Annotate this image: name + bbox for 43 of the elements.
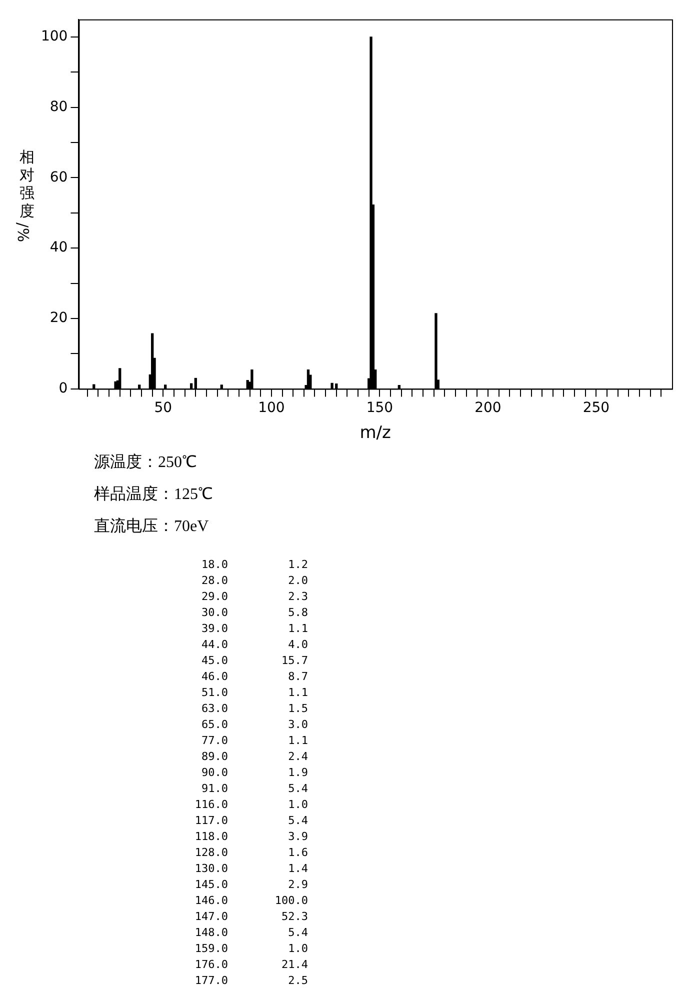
text: 128.0 1.6	[194, 846, 308, 858]
text: 51.0 1.1	[202, 686, 308, 698]
text: 29.0 2.3	[202, 590, 308, 602]
y-tick-label: 0	[58, 380, 68, 396]
x-axis-title: m/z	[360, 423, 392, 444]
x-tick-label: 200	[474, 400, 502, 416]
text: 147.0 52.3	[194, 910, 308, 922]
x-tick-label: 100	[258, 400, 285, 416]
text: 46.0 8.7	[202, 670, 308, 682]
text: 30.0 5.8	[202, 606, 308, 618]
x-tick-label: 250	[582, 400, 610, 416]
y-tick-label: 80	[50, 98, 68, 115]
x-tick-label: 150	[366, 400, 394, 416]
text: 45.0 15.7	[202, 654, 308, 666]
text: 145.0 2.9	[194, 878, 308, 890]
y-tick-label: 20	[50, 310, 68, 326]
text: 177.0 2.5	[194, 974, 308, 986]
y-axis-title: 相对强度/%	[14, 148, 34, 242]
text: 91.0 5.4	[202, 782, 308, 794]
text: 117.0 5.4	[194, 814, 308, 826]
text: 130.0 1.4	[194, 862, 308, 874]
text: 77.0 1.1	[202, 734, 308, 746]
text: 148.0 5.4	[194, 926, 308, 938]
text: 直流电压：70eV	[94, 516, 210, 537]
text: 样品温度：125℃	[94, 484, 214, 505]
text: 116.0 1.0	[194, 798, 308, 810]
text: 18.0 1.2	[202, 558, 308, 570]
text: 159.0 1.0	[194, 942, 308, 954]
text: 源温度：250℃	[94, 452, 198, 473]
text: 63.0 1.5	[202, 702, 308, 714]
text: 44.0 4.0	[202, 638, 308, 650]
y-tick-label: 60	[50, 169, 68, 186]
text: 28.0 2.0	[202, 574, 308, 586]
text: 176.0 21.4	[194, 958, 308, 970]
x-tick-label: 50	[154, 400, 172, 416]
text: 39.0 1.1	[202, 622, 308, 634]
y-tick-label: 100	[40, 28, 68, 45]
text: 65.0 3.0	[202, 718, 308, 730]
y-tick-label: 40	[50, 240, 68, 256]
text: 89.0 2.4	[202, 750, 308, 762]
text: 146.0 100.0	[194, 894, 308, 906]
text: 90.0 1.9	[202, 766, 308, 778]
text: 118.0 3.9	[194, 830, 308, 842]
